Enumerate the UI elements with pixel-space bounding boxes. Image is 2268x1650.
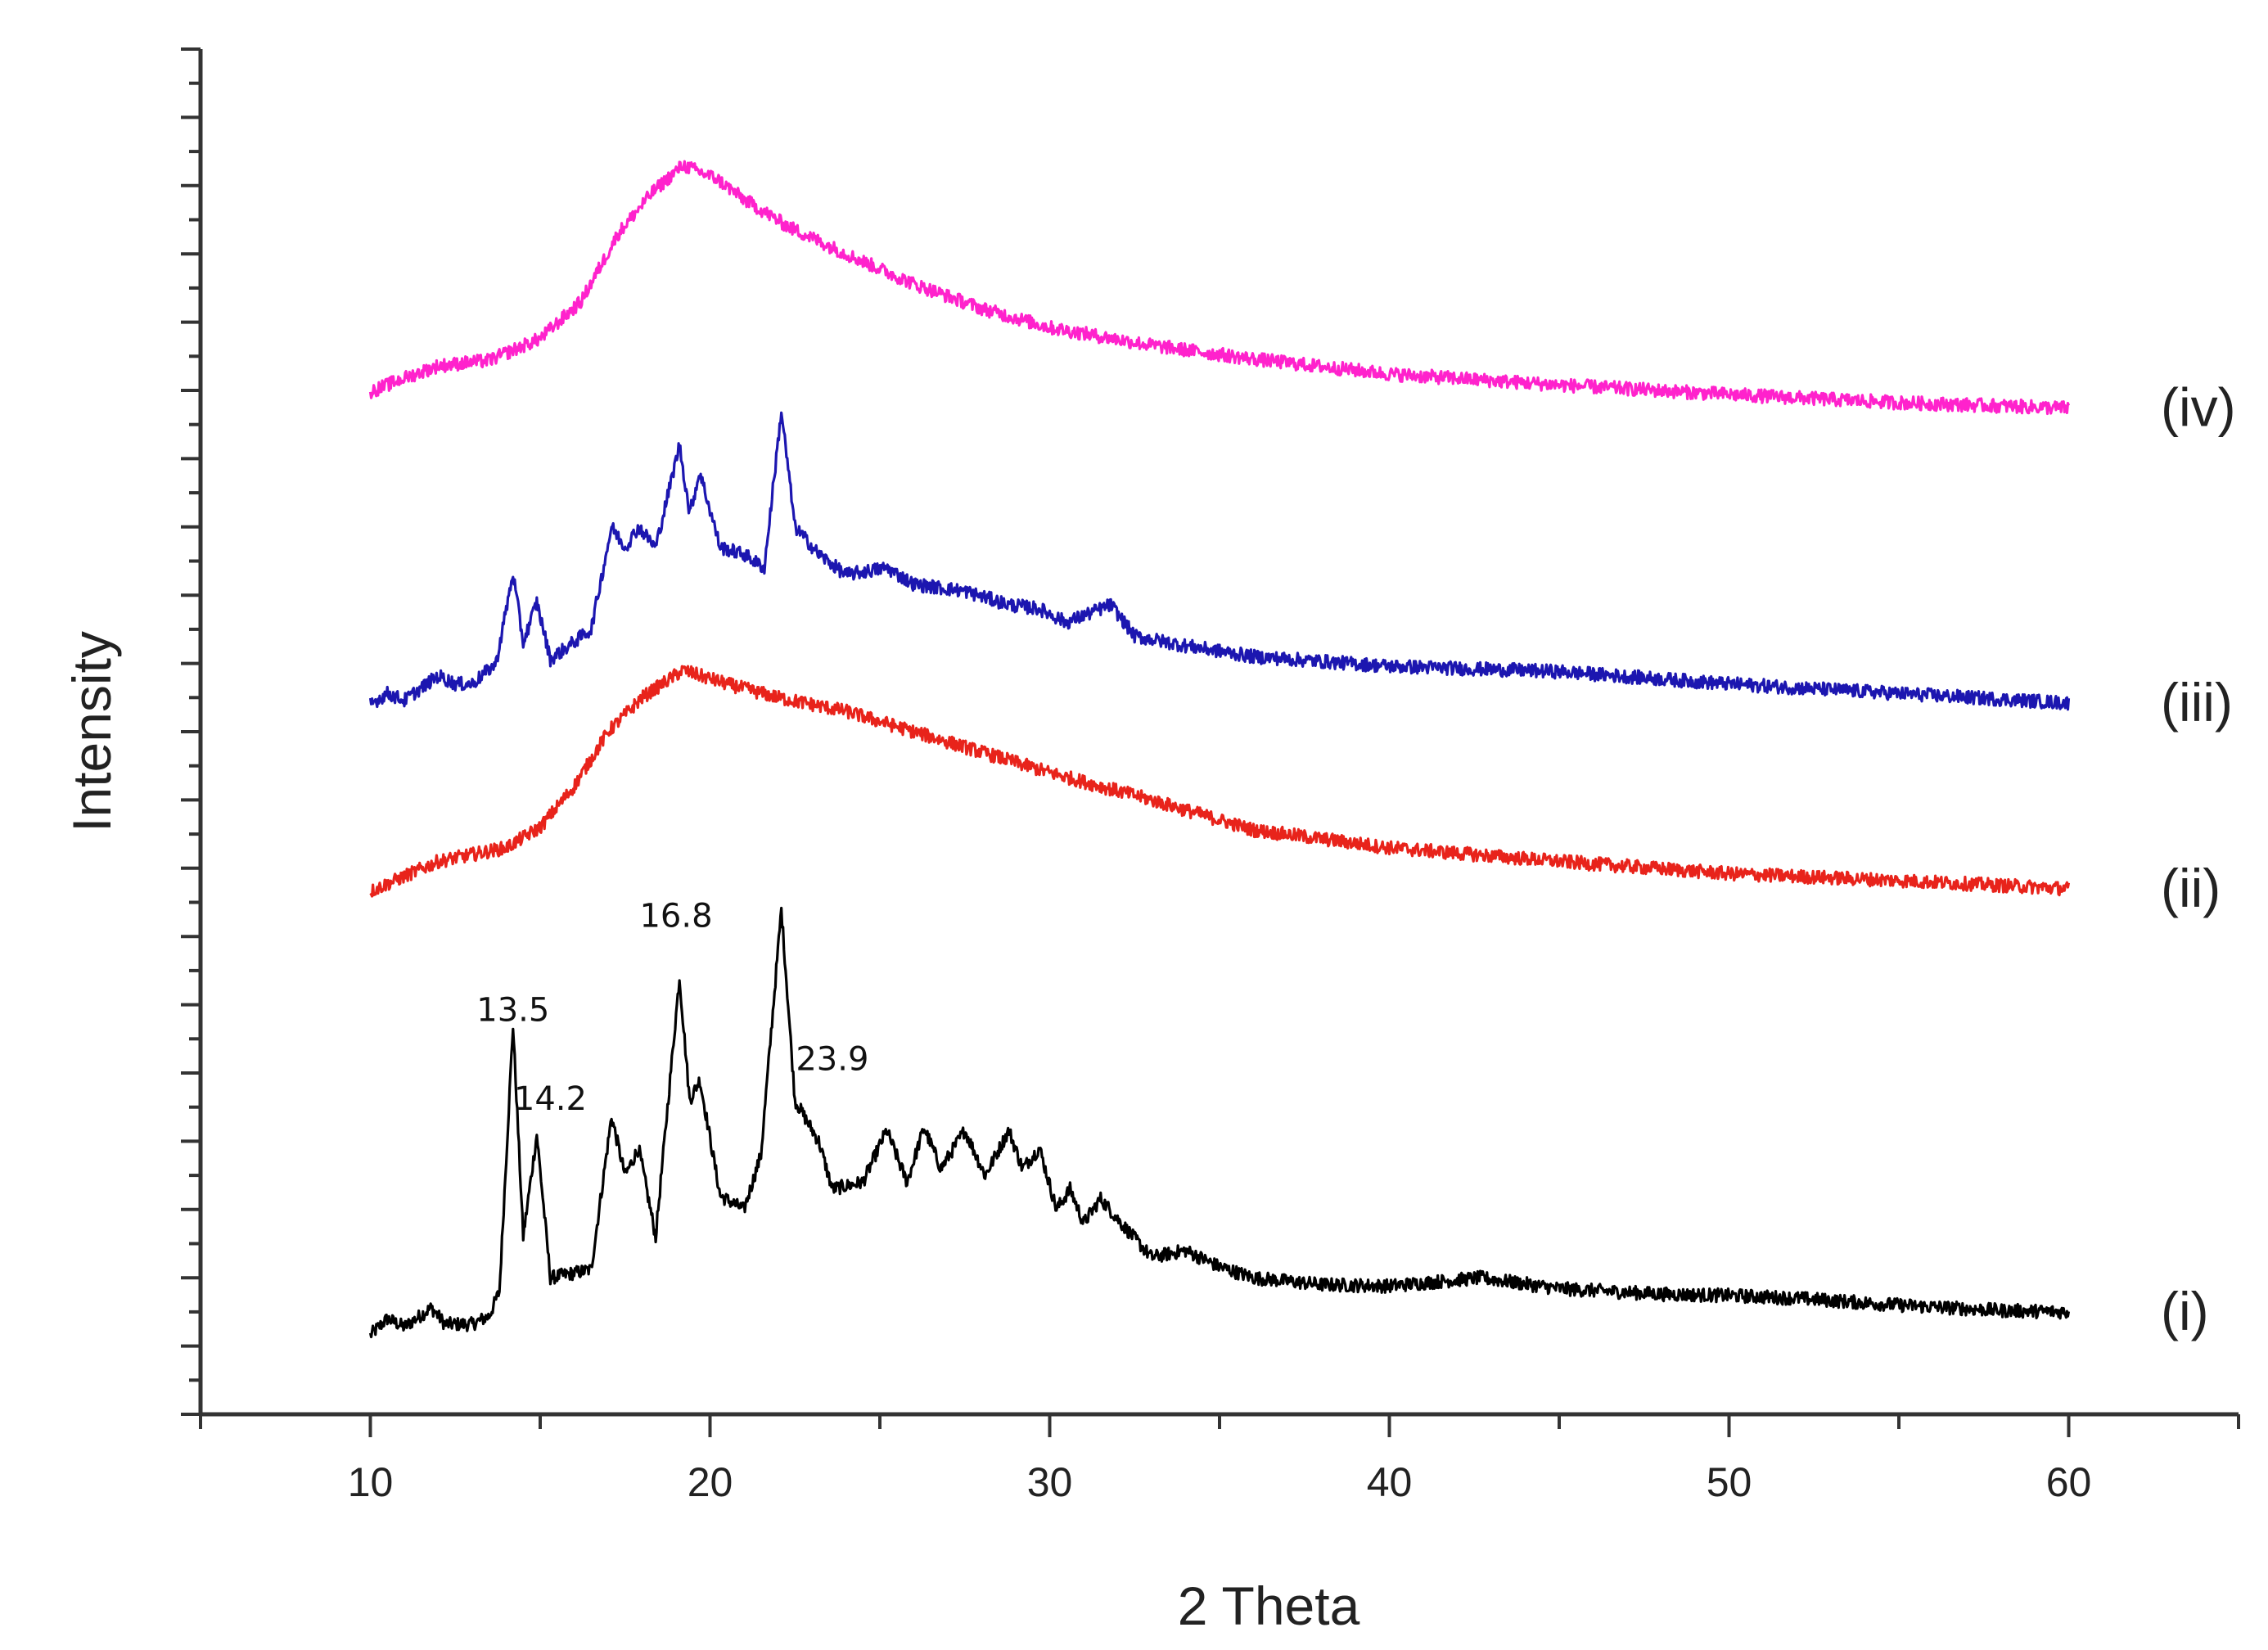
y-axis-title: Intensity (61, 631, 122, 832)
peak-annotation: 13.5 (476, 992, 549, 1030)
x-tick-label: 40 (1367, 1459, 1413, 1505)
x-tick-label: 60 (2046, 1459, 2092, 1505)
series-line-1 (368, 906, 2071, 1339)
series-label: (ii) (2161, 858, 2221, 918)
series-labels-group: (i) (ii) (iii) (iv) (2161, 377, 2236, 1341)
series-label: (iii) (2161, 672, 2233, 733)
x-tick-label: 20 (688, 1459, 733, 1505)
y-ticks-group (181, 47, 201, 1416)
peak-annotation: 14.2 (514, 1080, 587, 1118)
peak-annotation: 23.9 (796, 1041, 868, 1079)
series-line-2 (369, 665, 2071, 898)
series-line-3 (368, 411, 2071, 711)
annotations-group: 13.5 14.2 16.8 23.9 (476, 898, 868, 1119)
x-tick-label: 30 (1027, 1459, 1073, 1505)
axes-group (198, 49, 2239, 1417)
series-line-4 (368, 160, 2071, 416)
series-group (368, 160, 2071, 1339)
x-tick-label: 10 (348, 1459, 394, 1505)
x-axis-title: 2 Theta (1178, 1576, 1360, 1636)
series-label: (iv) (2161, 377, 2236, 438)
series-label: (i) (2161, 1281, 2209, 1341)
x-tick-label: 50 (1707, 1459, 1752, 1505)
peak-annotation: 16.8 (639, 898, 712, 935)
x-ticks-group: 10 20 30 40 50 60 (199, 1414, 2240, 1505)
